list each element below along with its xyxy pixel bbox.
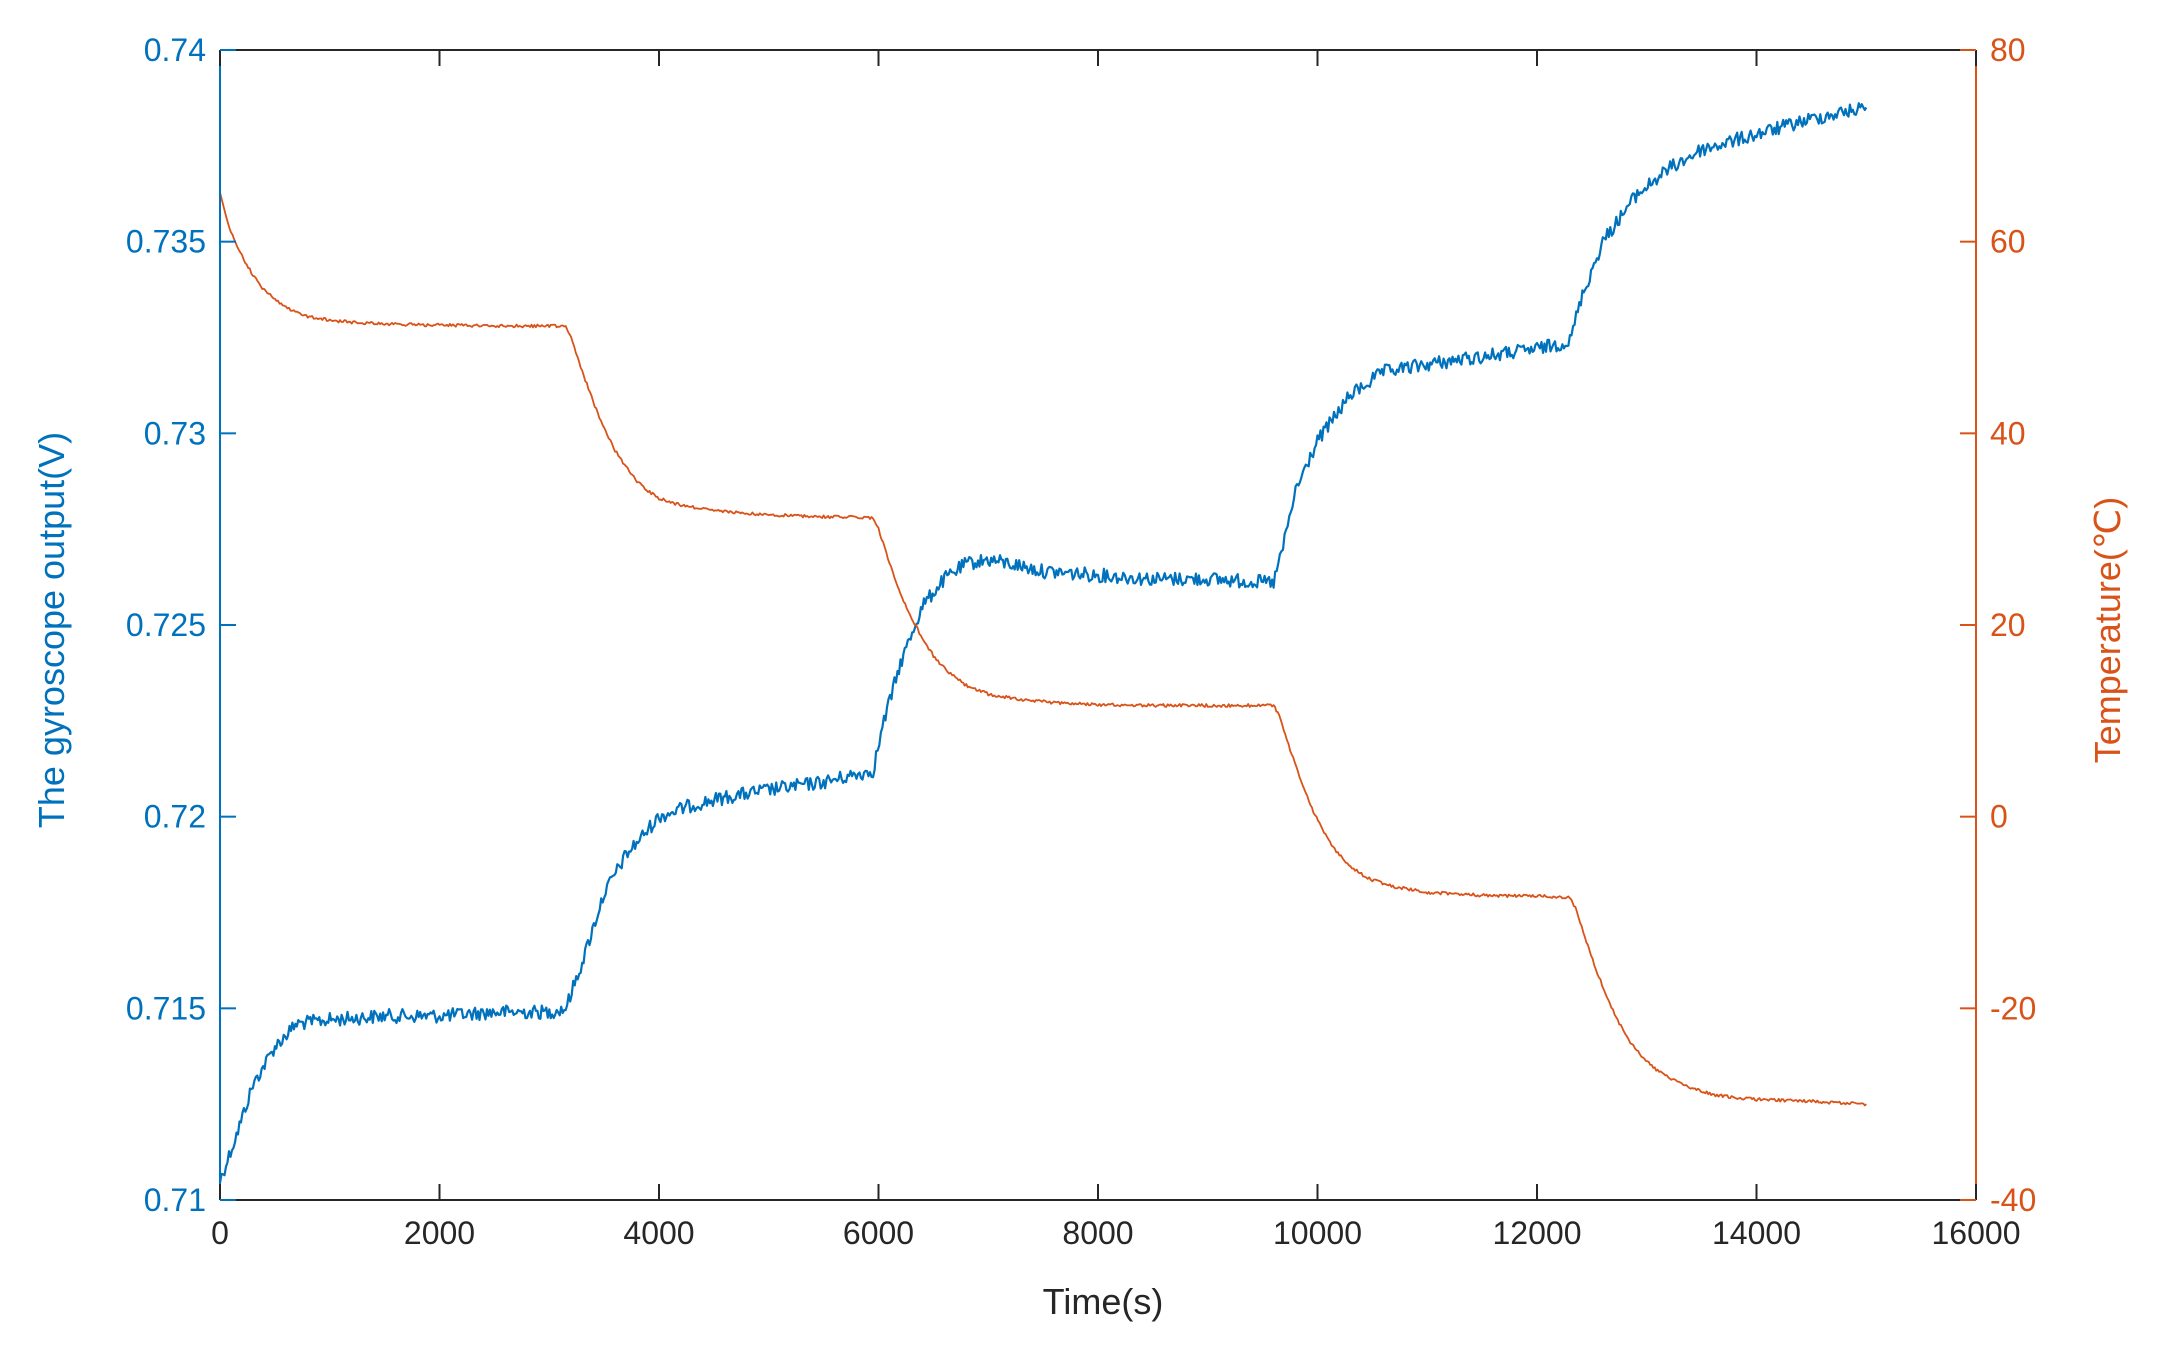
x-tick-label: 16000 xyxy=(1932,1215,2021,1251)
y-left-tick-label: 0.735 xyxy=(126,224,206,260)
y-right-tick-label: 0 xyxy=(1990,799,2008,835)
x-tick-label: 14000 xyxy=(1712,1215,1801,1251)
x-tick-label: 6000 xyxy=(843,1215,914,1251)
y-left-axis-label: The gyroscope output(V) xyxy=(31,432,72,828)
series-layer xyxy=(218,102,1868,1184)
y-right-axis-label: Temperature(℃) xyxy=(2087,497,2128,764)
y-left-tick-label: 0.73 xyxy=(144,415,206,451)
y-right-tick-label: 80 xyxy=(1990,32,2026,68)
ticks-layer: 0 2000 4000 6000 8000 10000 12000 14000 16000 0.7… xyxy=(126,32,2036,1251)
y-right-tick-label: 60 xyxy=(1990,224,2026,260)
y-left-tick-label: 0.71 xyxy=(144,1182,206,1218)
gyroscope-output-line xyxy=(218,102,1868,1184)
x-axis-label: Time(s) xyxy=(1043,1281,1164,1322)
temperature-line xyxy=(219,192,1867,1107)
x-tick-label: 4000 xyxy=(623,1215,694,1251)
y-right-tick-label: -20 xyxy=(1990,990,2036,1026)
y-left-tick-label: 0.725 xyxy=(126,607,206,643)
y-left-tick-label: 0.74 xyxy=(144,32,206,68)
y-right-tick-label: 20 xyxy=(1990,607,2026,643)
x-tick-label: 0 xyxy=(211,1215,229,1251)
x-tick-label: 2000 xyxy=(404,1215,475,1251)
plot-frame xyxy=(219,49,1977,1201)
x-tick-label: 10000 xyxy=(1273,1215,1362,1251)
y-right-tick-label: -40 xyxy=(1990,1182,2036,1218)
x-tick-label: 8000 xyxy=(1062,1215,1133,1251)
x-tick-label: 12000 xyxy=(1493,1215,1582,1251)
y-right-tick-label: 40 xyxy=(1990,415,2026,451)
y-left-tick-label: 0.715 xyxy=(126,990,206,1026)
y-left-tick-label: 0.72 xyxy=(144,799,206,835)
